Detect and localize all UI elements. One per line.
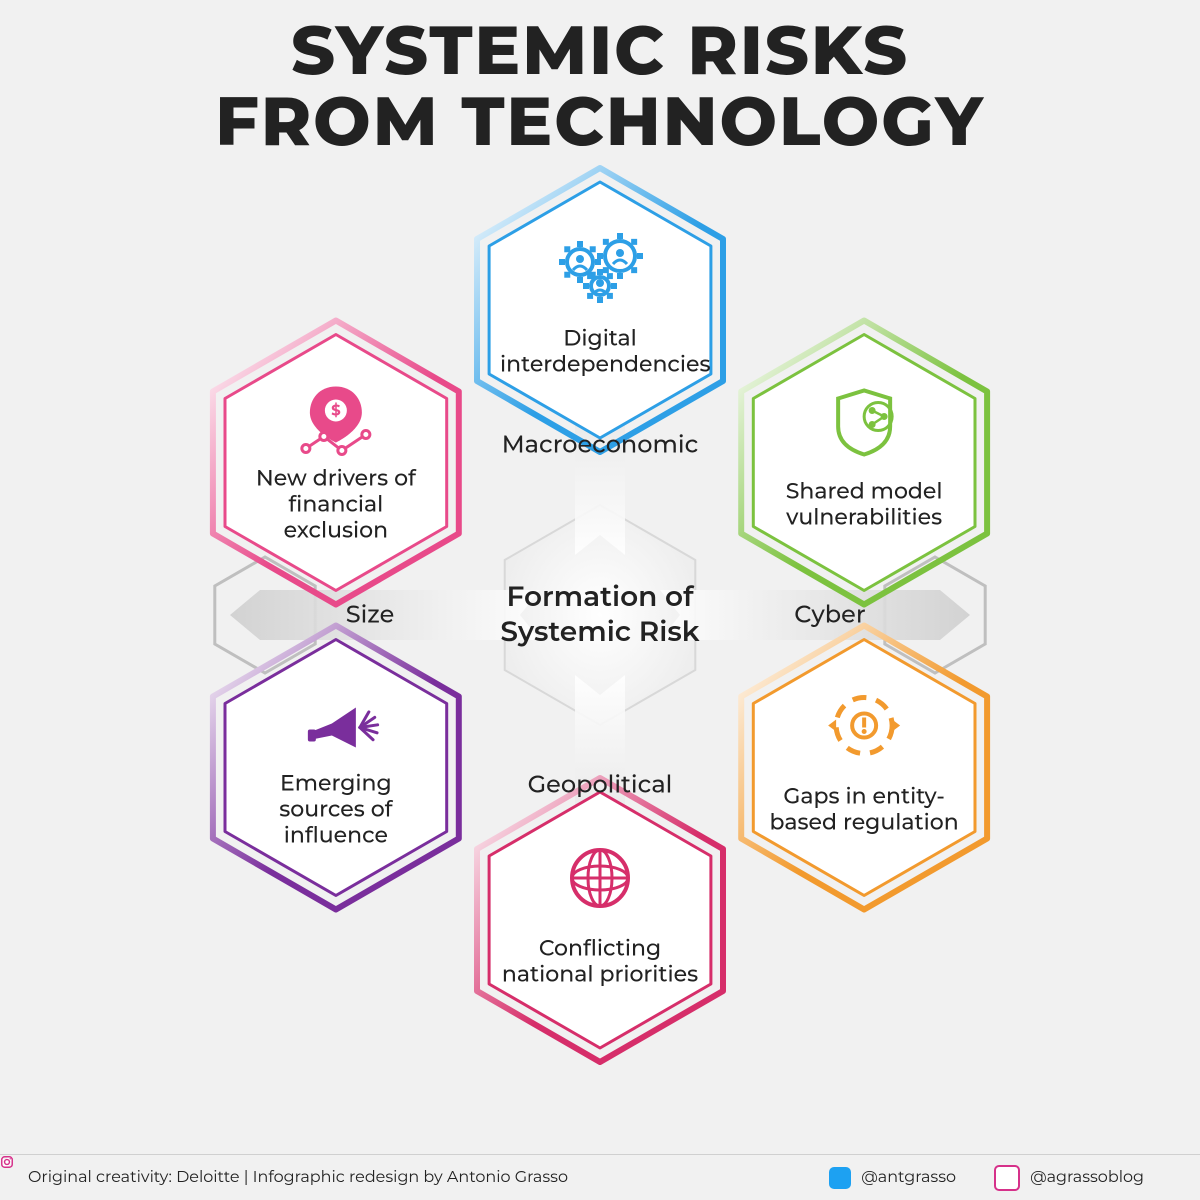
hex-bottom-right	[741, 626, 987, 910]
category-left: Size	[346, 601, 395, 630]
hex-label-bottom-right: Gaps in entity-based regulation	[764, 783, 964, 836]
category-right: Cyber	[794, 601, 865, 630]
hex-bottom-left	[213, 626, 459, 910]
twitter-icon	[829, 1167, 851, 1189]
svg-text:$: $	[331, 401, 341, 420]
hex-top-right	[741, 321, 987, 605]
hex-bottom	[477, 778, 723, 1062]
hex-label-bottom: Conflicting national priorities	[500, 936, 700, 989]
hex-top-left: $	[213, 321, 459, 605]
twitter-handle: @antgrasso	[861, 1168, 956, 1187]
hex-top	[477, 168, 723, 452]
instagram-icon	[994, 1165, 1020, 1191]
category-bottom: Geopolitical	[528, 771, 673, 800]
hex-label-bottom-left: Emerging sources of influence	[236, 770, 436, 849]
title-line-1: SYSTEMIC RISKS	[0, 15, 1200, 86]
hex-diagram: $ Macroeconomic Cyber Geopolitical Size Forma…	[120, 135, 1080, 1095]
footer: Original creativity: Deloitte | Infograp…	[0, 1154, 1200, 1200]
hex-label-top: Digital interdependencies	[500, 326, 700, 379]
center-label: Formation of Systemic Risk	[500, 580, 700, 650]
footer-credits: Original creativity: Deloitte | Infograp…	[28, 1168, 829, 1187]
footer-social: @antgrasso @agrassoblog	[829, 1165, 1172, 1191]
category-top: Macroeconomic	[502, 431, 699, 460]
hex-label-top-left: New drivers of financial exclusion	[236, 465, 436, 544]
hex-label-top-right: Shared model vulnerabilities	[764, 478, 964, 531]
instagram-handle: @agrassoblog	[1030, 1168, 1144, 1187]
